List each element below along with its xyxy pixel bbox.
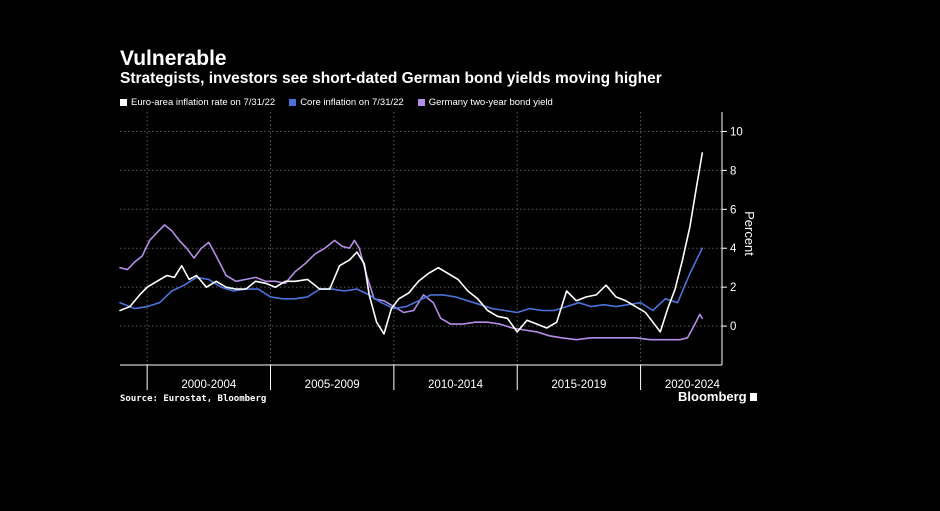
- y-tick-label: 2: [730, 282, 736, 294]
- legend-swatch-euro-inflation: [120, 98, 127, 106]
- brand-text: Bloomberg: [678, 389, 747, 404]
- y-tick-label: 4: [730, 243, 737, 255]
- core-inflation-line: [119, 247, 704, 314]
- source-note: Source: Eurostat, Bloomberg: [120, 394, 267, 404]
- legend-item-german-yield: Germany two-year bond yield: [417, 96, 553, 108]
- x-tick-label: 2010-2014: [428, 379, 484, 391]
- y-axis-title: Percent: [742, 211, 757, 256]
- legend-swatch-core-inflation: [289, 98, 297, 106]
- brand-mark-icon: [749, 392, 757, 401]
- legend-item-core-inflation: Core inflation on 7/31/22: [289, 97, 404, 108]
- chart-subtitle: Strategists, investors see short-dated G…: [120, 70, 662, 87]
- y-tick-label: 8: [730, 165, 736, 177]
- legend-swatch-german-yield: [417, 98, 425, 106]
- legend-label-german-yield: Germany two-year bond yield: [428, 96, 553, 108]
- x-tick-label: 2000-2004: [181, 379, 237, 391]
- german-yield-line: [119, 224, 704, 341]
- bloomberg-logo: Bloomberg: [678, 389, 757, 404]
- legend-item-euro-inflation: Euro-area inflation rate on 7/31/22: [120, 97, 275, 108]
- chart-title: Vulnerable: [120, 47, 227, 70]
- y-tick-label: 6: [730, 204, 736, 216]
- y-tick-label: 0: [730, 321, 736, 333]
- legend-label-euro-inflation: Euro-area inflation rate on 7/31/22: [131, 96, 276, 108]
- x-tick-label: 2005-2009: [305, 379, 360, 391]
- x-tick-label: 2020-2024: [665, 379, 721, 391]
- chart-legend: Euro-area inflation rate on 7/31/22 Core…: [120, 95, 553, 109]
- legend-label-core-inflation: Core inflation on 7/31/22: [300, 96, 404, 108]
- y-tick-label: 10: [730, 126, 743, 138]
- euro-inflation-line: [119, 152, 704, 335]
- x-tick-label: 2015-2019: [551, 379, 606, 391]
